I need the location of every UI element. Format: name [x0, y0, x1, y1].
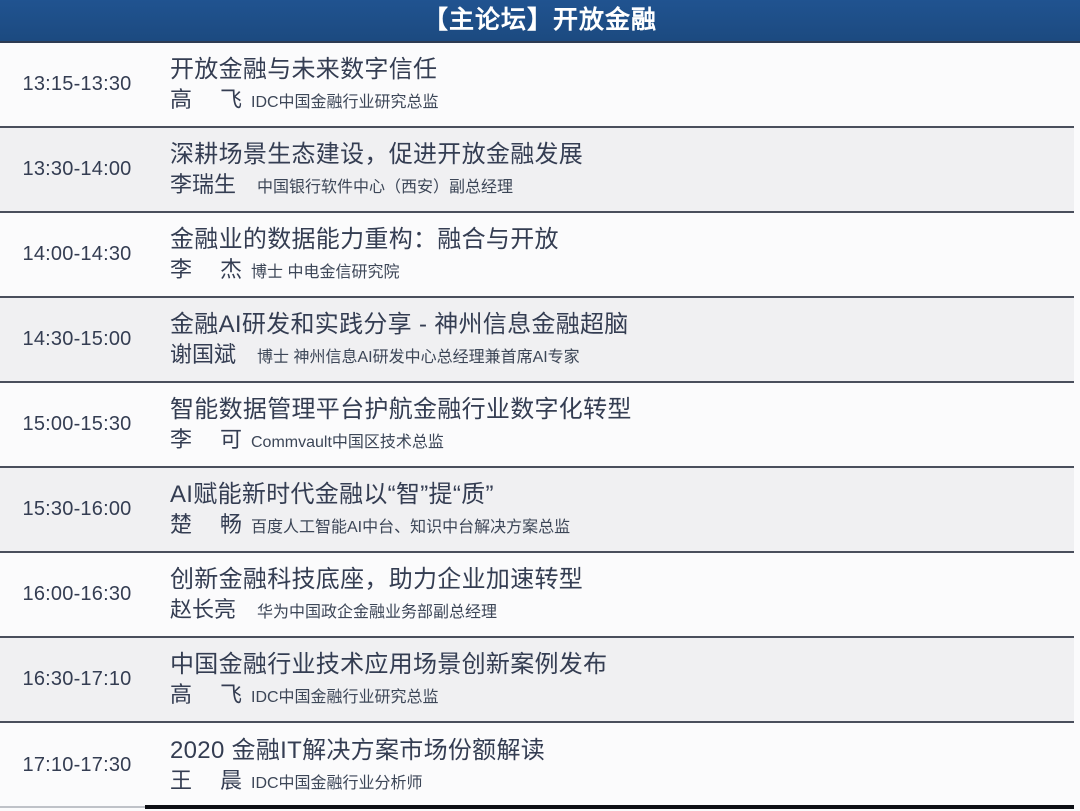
speaker-name: 王 晨: [170, 768, 242, 794]
speaker-line: 赵长亮 华为中国政企金融业务部副总经理: [170, 597, 1074, 623]
session-title: 金融AI研发和实践分享 - 神州信息金融超脑: [170, 311, 629, 339]
session-title: 创新金融科技底座，助力企业加速转型: [170, 566, 584, 594]
session-title: 开放金融与未来数字信任: [170, 56, 438, 84]
speaker-title: 百度人工智能AI中台、知识中台解决方案总监: [251, 519, 571, 537]
session-time: 17:10-17:30: [22, 754, 132, 776]
session-info: 创新金融科技底座，助力企业加速转型 赵长亮 华为中国政企金融业务部副总经理: [150, 565, 1074, 624]
session-time: 16:00-16:30: [22, 583, 132, 605]
session-title: 深耕场景生态建设，促进开放金融发展: [170, 141, 584, 169]
agenda-row[interactable]: 14:30-15:00 金融AI研发和实践分享 - 神州信息金融超脑 谢国斌 博士 神…: [0, 298, 1074, 383]
speaker-title: 中国银行软件中心（西安）副总经理: [257, 179, 514, 197]
agenda-row[interactable]: 15:30-16:00 AI赋能新时代金融以“智”提“质” 楚 畅百度人工智能AI中…: [0, 468, 1074, 553]
speaker-name: 谢国斌: [170, 342, 237, 368]
speaker-name: 李 杰: [170, 257, 242, 283]
speaker-line: 李 可 Commvault中国区技术总监: [170, 427, 1074, 453]
session-time: 15:00-15:30: [22, 413, 132, 435]
speaker-name: 赵长亮: [170, 597, 237, 623]
speaker-title: Commvault中国区技术总监: [251, 434, 444, 452]
speaker-line: 高 飞 IDC中国金融行业研究总监: [170, 682, 1074, 708]
speaker-title: 华为中国政企金融业务部副总经理: [257, 604, 498, 622]
agenda-row[interactable]: 15:00-15:30 智能数据管理平台护航金融行业数字化转型李 可 Commvau…: [0, 383, 1074, 468]
speaker-title: 博士 中电金信研究院: [251, 264, 400, 282]
agenda-row[interactable]: 13:30-14:00 深耕场景生态建设，促进开放金融发展 李瑞生 中国银行软件中心（…: [0, 128, 1074, 213]
speaker-name: 李 可: [170, 427, 242, 453]
speaker-line: 谢国斌 博士 神州信息AI研发中心总经理兼首席AI专家: [170, 342, 1074, 368]
speaker-name: 高 飞: [170, 87, 242, 113]
speaker-line: 王 晨 IDC中国金融行业分析师: [170, 768, 1074, 794]
session-info: 金融AI研发和实践分享 - 神州信息金融超脑 谢国斌 博士 神州信息AI研发中心总经…: [150, 310, 1074, 369]
speaker-line: 李瑞生 中国银行软件中心（西安）副总经理: [170, 172, 1074, 198]
session-title: 智能数据管理平台护航金融行业数字化转型: [170, 396, 632, 424]
session-time: 16:30-17:10: [22, 668, 132, 690]
speaker-title: 博士 神州信息AI研发中心总经理兼首席AI专家: [257, 349, 580, 367]
speaker-title: IDC中国金融行业分析师: [251, 775, 423, 793]
session-info: 开放金融与未来数字信任高 飞 IDC中国金融行业研究总监: [150, 55, 1074, 114]
session-time: 13:15-13:30: [22, 73, 132, 95]
page-title: 【主论坛】开放金融: [422, 6, 657, 34]
speaker-name: 李瑞生: [170, 172, 237, 198]
forum-header-bar: 【主论坛】开放金融: [0, 0, 1080, 43]
agenda-row[interactable]: 16:30-17:10 中国金融行业技术应用场景创新案例发布高 飞 IDC中国金融行…: [0, 638, 1074, 723]
session-info: 2020 金融IT解决方案市场份额解读王 晨 IDC中国金融行业分析师: [150, 736, 1074, 795]
agenda-row[interactable]: 14:00-14:30 金融业的数据能力重构：融合与开放李 杰博士 中电金信研究院: [0, 213, 1074, 298]
agenda-row[interactable]: 13:15-13:30 开放金融与未来数字信任高 飞 IDC中国金融行业研究总监: [0, 43, 1074, 128]
agenda-row[interactable]: 17:10-17:30 2020 金融IT解决方案市场份额解读王 晨 IDC中国金融…: [0, 723, 1074, 808]
session-title: 金融业的数据能力重构：融合与开放: [170, 226, 559, 254]
session-title: 2020 金融IT解决方案市场份额解读: [170, 737, 546, 765]
speaker-name: 高 飞: [170, 682, 242, 708]
agenda-row[interactable]: 16:00-16:30 创新金融科技底座，助力企业加速转型 赵长亮 华为中国政企金融业…: [0, 553, 1074, 638]
session-title: 中国金融行业技术应用场景创新案例发布: [170, 651, 608, 679]
footer-divider: [0, 805, 1080, 811]
footer-rule-dark: [145, 805, 1074, 809]
agenda-row-list: 13:15-13:30 开放金融与未来数字信任高 飞 IDC中国金融行业研究总监 13…: [0, 43, 1080, 808]
speaker-title: IDC中国金融行业研究总监: [251, 94, 439, 112]
session-info: 智能数据管理平台护航金融行业数字化转型李 可 Commvault中国区技术总监: [150, 395, 1074, 454]
session-info: 深耕场景生态建设，促进开放金融发展 李瑞生 中国银行软件中心（西安）副总经理: [150, 140, 1074, 199]
speaker-title: IDC中国金融行业研究总监: [251, 689, 439, 707]
speaker-line: 楚 畅百度人工智能AI中台、知识中台解决方案总监: [170, 512, 1074, 538]
session-title: AI赋能新时代金融以“智”提“质”: [170, 481, 494, 509]
session-info: 中国金融行业技术应用场景创新案例发布高 飞 IDC中国金融行业研究总监: [150, 650, 1074, 709]
session-time: 13:30-14:00: [22, 158, 132, 180]
session-info: 金融业的数据能力重构：融合与开放李 杰博士 中电金信研究院: [150, 225, 1074, 284]
speaker-line: 高 飞 IDC中国金融行业研究总监: [170, 87, 1074, 113]
speaker-line: 李 杰博士 中电金信研究院: [170, 257, 1074, 283]
session-info: AI赋能新时代金融以“智”提“质” 楚 畅百度人工智能AI中台、知识中台解决方案总…: [150, 480, 1074, 539]
session-time: 15:30-16:00: [22, 498, 132, 520]
footer-rule-light: [0, 806, 150, 808]
session-time: 14:00-14:30: [22, 243, 132, 265]
speaker-name: 楚 畅: [170, 512, 242, 538]
session-time: 14:30-15:00: [22, 328, 132, 350]
